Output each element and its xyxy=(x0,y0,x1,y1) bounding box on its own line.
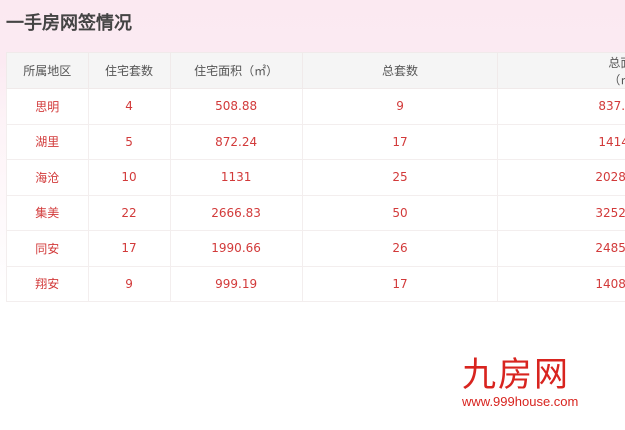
logo-url: www.999house.com xyxy=(462,394,579,409)
table-cell: 同安 xyxy=(6,230,89,267)
table-cell: 1131 xyxy=(169,159,303,196)
table-cell: 集美 xyxy=(6,194,89,231)
table-cell: 5 xyxy=(87,123,171,160)
table-cell: 3252.61 xyxy=(497,194,625,231)
table-cell: 999.19 xyxy=(169,265,303,302)
header-residential-area: 住宅面积（㎡） xyxy=(169,52,303,89)
table-cell: 26 xyxy=(301,230,499,267)
table-cell: 湖里 xyxy=(6,123,89,160)
table-cell: 1414.9 xyxy=(497,123,625,160)
header-district: 所属地区 xyxy=(6,52,89,89)
table-cell: 50 xyxy=(301,194,499,231)
table-cell: 10 xyxy=(87,159,171,196)
header-residential-units: 住宅套数 xyxy=(87,52,171,89)
table-cell: 9 xyxy=(87,265,171,302)
table-cell: 海沧 xyxy=(6,159,89,196)
page-title: 一手房网签情况 xyxy=(6,13,132,34)
header-total-area: 总面积（㎡） xyxy=(497,52,625,89)
table-cell: 4 xyxy=(87,88,171,125)
table-cell: 1990.66 xyxy=(169,230,303,267)
sales-table: 所属地区 住宅套数 住宅面积（㎡） 总套数 总面积（㎡） 思明4508.8898… xyxy=(6,52,625,302)
logo-text: 九房网 xyxy=(462,355,570,395)
table-cell: 思明 xyxy=(6,88,89,125)
header-total-units: 总套数 xyxy=(301,52,499,89)
table-cell: 17 xyxy=(87,230,171,267)
table-cell: 22 xyxy=(87,194,171,231)
table-cell: 9 xyxy=(301,88,499,125)
table-cell: 2028.74 xyxy=(497,159,625,196)
table-cell: 872.24 xyxy=(169,123,303,160)
logo: 九房网 www.999house.com xyxy=(462,356,617,409)
table-cell: 翔安 xyxy=(6,265,89,302)
table-cell: 2485.62 xyxy=(497,230,625,267)
table-cell: 508.88 xyxy=(169,88,303,125)
table-cell: 17 xyxy=(301,265,499,302)
table-cell: 17 xyxy=(301,123,499,160)
table-cell: 837.68 xyxy=(497,88,625,125)
table-cell: 2666.83 xyxy=(169,194,303,231)
table-header-row: 所属地区 住宅套数 住宅面积（㎡） 总套数 总面积（㎡） xyxy=(6,52,625,89)
table-cell: 25 xyxy=(301,159,499,196)
table-cell: 1408.52 xyxy=(497,265,625,302)
